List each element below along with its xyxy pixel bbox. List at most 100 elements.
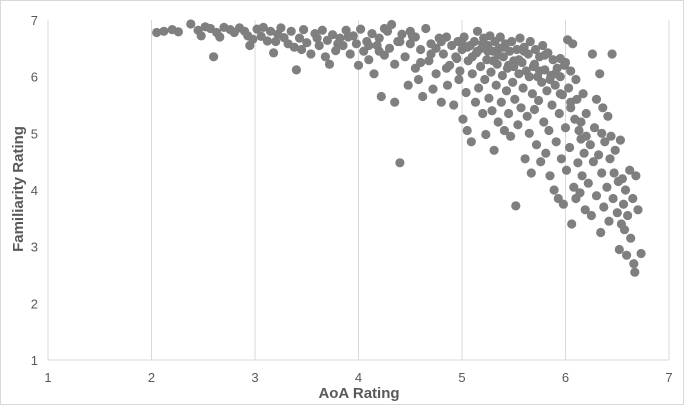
data-point [376, 91, 386, 102]
data-point [306, 49, 316, 59]
data-point [209, 52, 219, 62]
data-point [510, 94, 520, 104]
data-point [622, 250, 632, 260]
data-point [498, 42, 508, 52]
data-point [511, 201, 521, 211]
data-point [607, 49, 617, 59]
data-point [493, 50, 503, 60]
data-point [537, 77, 547, 87]
x-axis-title: AoA Rating [318, 385, 399, 402]
data-point [588, 157, 599, 167]
y-tick-label: 2 [31, 296, 38, 311]
data-point [583, 178, 593, 188]
data-point [436, 97, 446, 107]
data-point [271, 36, 281, 47]
data-point [442, 80, 453, 90]
data-point [458, 114, 468, 124]
data-point [544, 125, 554, 136]
data-point [343, 32, 353, 42]
data-point [474, 83, 484, 93]
data-point [462, 125, 472, 136]
data-point [569, 182, 579, 192]
data-point [478, 108, 488, 119]
data-point [538, 40, 548, 51]
data-point [416, 44, 426, 55]
data-point [462, 42, 472, 52]
data-point [476, 61, 486, 72]
data-point [608, 193, 618, 204]
data-point [598, 103, 608, 113]
data-point [390, 59, 400, 69]
data-point [291, 65, 301, 75]
data-point [587, 49, 598, 59]
data-point [580, 205, 590, 215]
x-tick-label: 5 [458, 370, 465, 385]
data-point [356, 24, 366, 34]
data-point [626, 233, 636, 243]
data-point [397, 29, 407, 39]
data-point [484, 93, 494, 103]
data-point [617, 174, 628, 184]
data-point [602, 182, 612, 192]
data-point [472, 26, 483, 36]
data-point [469, 36, 479, 47]
data-point [186, 19, 196, 29]
data-point [258, 22, 268, 32]
data-point [367, 28, 377, 39]
data-point [636, 248, 646, 259]
x-tick-label: 2 [148, 370, 155, 385]
x-tick-label: 7 [665, 370, 672, 385]
data-point [491, 80, 501, 90]
data-point [324, 59, 335, 69]
data-point [159, 26, 169, 36]
data-point [276, 23, 286, 33]
data-point [487, 106, 497, 116]
data-point [578, 89, 588, 99]
data-point [248, 34, 258, 44]
data-point [455, 66, 465, 76]
data-point [551, 137, 561, 147]
data-point [428, 84, 438, 94]
data-point [506, 131, 516, 141]
data-point [623, 210, 633, 221]
data-point [576, 117, 586, 127]
data-point [438, 49, 448, 59]
data-point [441, 63, 452, 73]
data-point [524, 72, 534, 82]
data-point [294, 33, 305, 43]
data-point [452, 53, 462, 64]
data-point [314, 40, 324, 51]
data-point [628, 193, 638, 204]
data-point [539, 117, 549, 127]
data-point [545, 171, 555, 181]
data-point [333, 39, 343, 49]
data-point [269, 48, 279, 58]
data-point [541, 148, 551, 158]
data-point [508, 77, 518, 87]
data-point [495, 32, 505, 42]
y-tick-label: 7 [31, 13, 38, 28]
data-point [302, 38, 312, 48]
data-point [497, 70, 507, 81]
data-point [513, 120, 523, 130]
data-points [152, 19, 646, 277]
data-point [620, 185, 631, 195]
data-point [196, 31, 206, 41]
data-point [489, 145, 499, 155]
data-point [574, 125, 584, 136]
data-point [566, 66, 576, 76]
data-point [374, 33, 384, 43]
data-point [545, 74, 555, 85]
data-point [531, 140, 542, 150]
data-point [558, 199, 569, 209]
data-point [618, 199, 629, 209]
data-point [518, 83, 528, 93]
data-point [289, 42, 299, 52]
data-point [561, 165, 572, 175]
data-point [633, 205, 643, 215]
data-point [413, 74, 424, 85]
data-point [595, 69, 605, 79]
data-point [591, 191, 602, 201]
data-point [554, 108, 564, 119]
data-point [615, 135, 626, 145]
